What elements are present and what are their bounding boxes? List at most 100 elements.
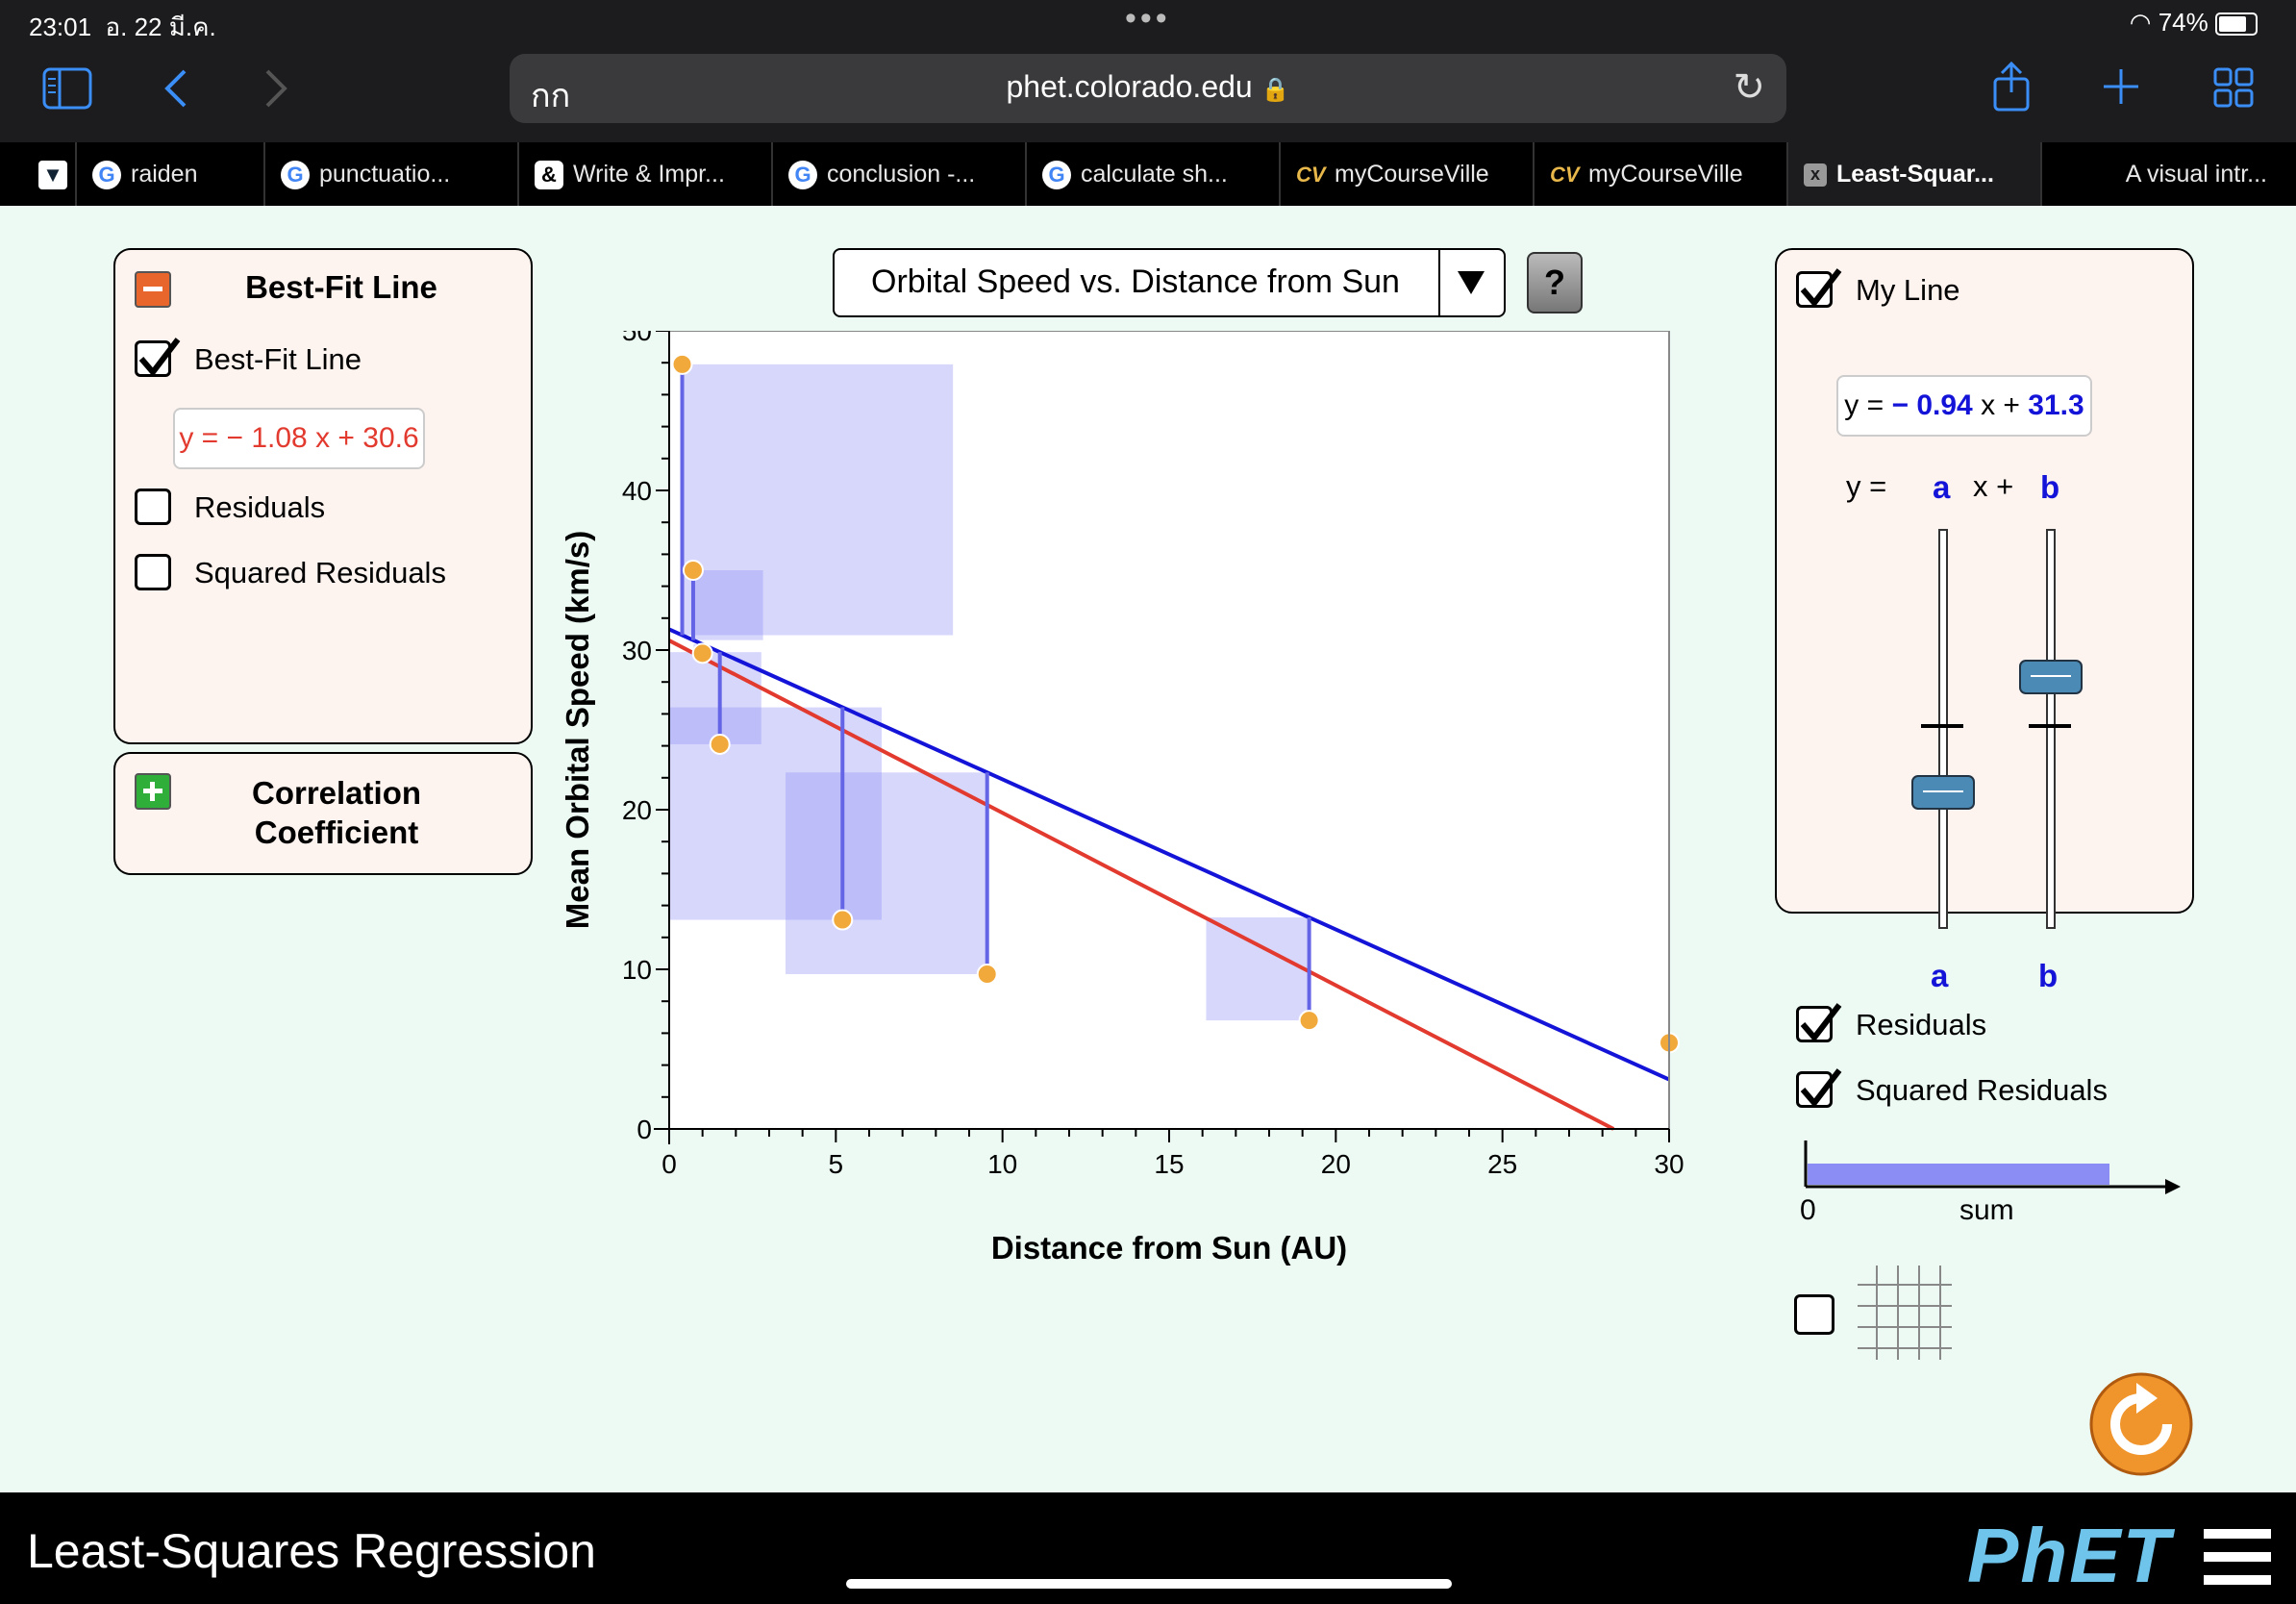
slider-a-track[interactable] (1938, 529, 1948, 929)
my-residuals-checkbox[interactable] (1796, 1003, 1842, 1042)
home-indicator[interactable] (846, 1579, 1452, 1589)
best-fit-line-label: Best-Fit Line (194, 342, 362, 376)
sum-label: sum (1959, 1194, 2014, 1226)
my-line-checkbox[interactable] (1796, 268, 1842, 308)
best-fit-line-checkbox[interactable] (135, 338, 181, 377)
my-line-equation: y = − 0.94 x + 31.3 (1836, 375, 2092, 437)
close-tab-icon[interactable]: x (1804, 163, 1827, 188)
reset-all-button[interactable] (2088, 1371, 2194, 1477)
data-point-6[interactable] (1298, 1010, 1320, 1032)
best-fit-line (668, 639, 1615, 1131)
reset-icon (2110, 1393, 2172, 1455)
data-point-3[interactable] (709, 733, 731, 755)
phet-logo[interactable]: PhET (1967, 1513, 2172, 1598)
my-squared-residuals-checkbox[interactable] (1796, 1068, 1842, 1108)
checkmark-icon (138, 338, 181, 377)
y-tick-label: 50 (622, 331, 652, 346)
courseville-icon: CV (1296, 163, 1326, 188)
slider-b-thumb[interactable] (2019, 660, 2083, 695)
data-point-2[interactable] (691, 642, 713, 664)
reload-icon[interactable]: ↻ (1733, 66, 1765, 109)
sum-of-squares-bar (1804, 1140, 2181, 1194)
google-icon: G (281, 161, 310, 190)
expand-button[interactable] (135, 773, 171, 810)
my-line (668, 627, 1670, 1082)
share-icon[interactable] (1992, 62, 2031, 112)
y-tick-label: 20 (622, 795, 652, 825)
menu-icon[interactable] (2204, 1527, 2271, 1589)
back-icon[interactable] (162, 67, 190, 110)
reader-options-button[interactable]: กก (531, 78, 571, 114)
data-point-0[interactable] (671, 353, 693, 375)
data-point-1[interactable] (682, 560, 704, 581)
squared-residuals-checkbox[interactable] (135, 554, 171, 590)
squared-residual-1 (692, 570, 763, 640)
my-residuals-label: Residuals (1856, 1008, 1987, 1041)
squared-residual-5 (786, 772, 987, 974)
y-tick-label: 10 (622, 955, 652, 985)
squared-residual-6 (1206, 917, 1310, 1021)
slider-a-zero-tick (1921, 724, 1963, 728)
residuals-checkbox[interactable] (135, 489, 171, 525)
tab-visual-intro[interactable]: A visual intr... (2125, 161, 2267, 188)
x-tick-label: 30 (1654, 1149, 1684, 1179)
slider-a-label: a (1931, 958, 1949, 993)
collapse-button[interactable] (135, 271, 171, 308)
address-bar[interactable]: กก phet.colorado.edu 🔒 ↻ (510, 54, 1786, 123)
checkmark-icon (1800, 1068, 1842, 1108)
tab-mycourseville-1[interactable]: CV myCourseVille (1281, 142, 1535, 206)
tab-overview-icon[interactable] (2213, 67, 2254, 108)
form-b-label: b (2040, 469, 2060, 505)
correlation-panel[interactable]: Correlation Coefficient (113, 752, 533, 875)
status-time: 23:01 อ. 22 มี.ค. (29, 13, 216, 41)
url-text[interactable]: phet.colorado.edu 🔒 (1006, 69, 1290, 104)
help-button[interactable]: ? (1527, 252, 1583, 313)
form-a-label: a (1933, 469, 1951, 505)
tab-pinned[interactable]: ▼ (0, 142, 77, 206)
grid-checkbox[interactable] (1794, 1294, 1834, 1335)
squared-residual-3 (669, 652, 761, 744)
y-tick-label: 40 (622, 476, 652, 506)
x-axis-label: Distance from Sun (AU) (991, 1230, 1347, 1266)
form-y-label: y = (1846, 469, 1887, 503)
scatter-chart: 0 5 10 15 20 25 30 0 10 20 30 40 50 Distance from Su… (560, 331, 1685, 1266)
ampersand-icon: & (535, 161, 563, 190)
x-tick-label: 25 (1487, 1149, 1517, 1179)
x-tick-label: 0 (661, 1149, 677, 1179)
my-line-label: My Line (1856, 273, 1960, 307)
grid-icon (1858, 1266, 1952, 1360)
forward-icon[interactable] (262, 67, 290, 110)
wifi-icon: ◠ (2129, 8, 2152, 37)
tab-least-squares[interactable]: x Least-Squar... (1788, 142, 2042, 206)
tab-mycourseville-2[interactable]: CV myCourseVille (1535, 142, 1788, 206)
best-fit-panel: Best-Fit Line Best-Fit Line y = − 1.08 x… (113, 248, 533, 744)
data-point-5[interactable] (976, 963, 998, 985)
battery-icon (2215, 13, 2258, 37)
best-fit-panel-title: Best-Fit Line (245, 269, 437, 305)
form-xplus-label: x + (1973, 469, 2014, 503)
squared-residuals-label: Squared Residuals (194, 556, 446, 589)
plot-background (669, 331, 1669, 1129)
data-point-4[interactable] (832, 909, 854, 931)
new-tab-icon[interactable] (2102, 67, 2140, 106)
slider-a-thumb[interactable] (1911, 774, 1975, 810)
multitask-dots-icon[interactable]: ••• (1125, 0, 1171, 37)
dataset-dropdown[interactable]: Orbital Speed vs. Distance from Sun (833, 248, 1506, 317)
slider-b-track[interactable] (2046, 529, 2056, 929)
best-fit-equation: y = − 1.08 x + 30.6 (173, 408, 425, 469)
google-icon: G (1042, 161, 1071, 190)
status-bar: 23:01 อ. 22 มี.ค. ••• ◠ 74% (0, 0, 2296, 46)
correlation-coefficient-title: Correlation Coefficient (251, 775, 422, 850)
x-tick-label: 15 (1154, 1149, 1184, 1179)
x-tick-label: 5 (829, 1149, 844, 1179)
sidebar-icon[interactable] (42, 67, 92, 110)
simulation-area: Best-Fit Line Best-Fit Line y = − 1.08 x… (0, 206, 2296, 1492)
lock-icon: 🔒 (1260, 77, 1290, 103)
tab-write-improve[interactable]: & Write & Impr... (519, 142, 773, 206)
courseville-icon: CV (1550, 163, 1580, 188)
